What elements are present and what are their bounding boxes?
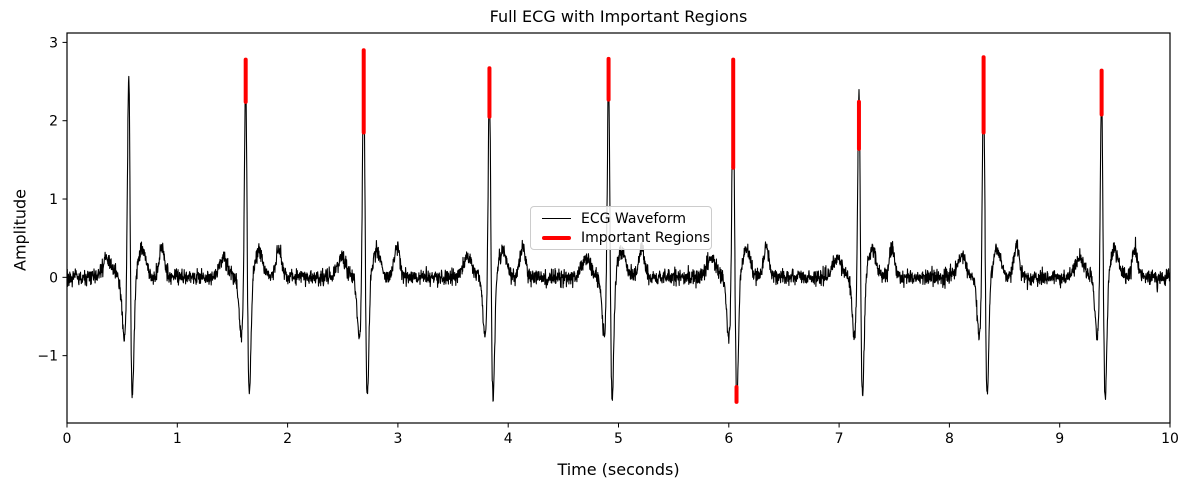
svg-text:10: 10 [1161, 431, 1179, 447]
axes-frame [66, 32, 1171, 424]
svg-text:5: 5 [614, 431, 623, 447]
svg-text:4: 4 [504, 431, 513, 447]
important-regions-line-sample-icon [542, 235, 571, 240]
x-axis-label: Time (seconds) [557, 460, 680, 479]
svg-text:0: 0 [49, 270, 58, 286]
ecg-waveform-line [66, 70, 1171, 402]
svg-text:1: 1 [173, 431, 182, 447]
svg-text:1: 1 [49, 192, 58, 208]
svg-text:6: 6 [724, 431, 733, 447]
legend-label-important-regions: Important Regions [581, 229, 711, 246]
chart-title: Full ECG with Important Regions [489, 7, 748, 26]
svg-text:9: 9 [1055, 431, 1064, 447]
svg-text:2: 2 [283, 431, 292, 447]
important-region-segments [243, 48, 1104, 404]
svg-text:8: 8 [945, 431, 954, 447]
legend-label-ecg-waveform: ECG Waveform [581, 210, 686, 227]
ecg-line-sample-icon [542, 217, 571, 220]
svg-text:7: 7 [835, 431, 844, 447]
y-axis-label: Amplitude [10, 189, 30, 271]
legend-item-important-regions: Important Regions [542, 231, 711, 245]
svg-text:2: 2 [49, 114, 58, 130]
y-axis-ticks: −1 0 1 2 3 [37, 35, 67, 365]
legend: ECG Waveform Important Regions [530, 206, 712, 250]
svg-text:0: 0 [63, 431, 72, 447]
svg-text:3: 3 [393, 431, 402, 447]
svg-text:−1: −1 [37, 349, 58, 365]
legend-item-ecg-waveform: ECG Waveform [542, 212, 711, 226]
x-axis-ticks: 0 1 2 3 4 5 6 7 8 9 10 [63, 423, 1179, 447]
svg-text:3: 3 [49, 35, 58, 51]
